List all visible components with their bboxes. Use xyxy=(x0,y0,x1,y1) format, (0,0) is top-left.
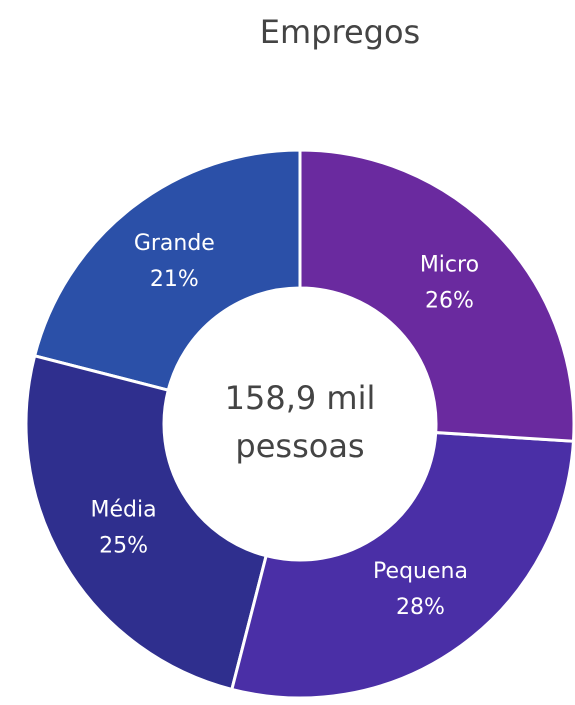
value-label: 28% xyxy=(396,595,445,620)
donut-slice xyxy=(32,148,302,393)
slice-label: Média xyxy=(91,497,157,522)
slice-label: Micro xyxy=(420,253,479,278)
chart-title: Empregos xyxy=(260,13,420,51)
slice-label: Pequena xyxy=(373,559,468,584)
center-label: pessoas xyxy=(235,427,364,465)
center-label: 158,9 mil xyxy=(225,379,376,417)
donut-slice xyxy=(24,354,269,692)
slice-label: Grande xyxy=(134,231,215,256)
value-label: 21% xyxy=(150,267,199,292)
value-label: 25% xyxy=(99,533,148,558)
donut-slice xyxy=(230,430,575,700)
donut-slice xyxy=(298,148,575,443)
value-label: 26% xyxy=(425,289,474,314)
